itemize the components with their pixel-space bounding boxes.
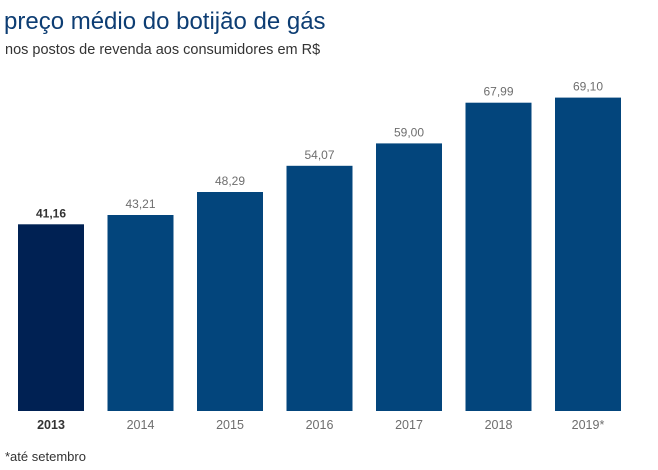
bar-2018: [465, 102, 532, 411]
category-label-2016: 2016: [306, 418, 334, 432]
category-label-2015: 2015: [216, 418, 244, 432]
footnote: *até setembro: [5, 449, 86, 464]
value-label-2014: 43,21: [125, 197, 155, 211]
value-label-2016: 54,07: [304, 148, 334, 162]
category-label-2013: 2013: [37, 418, 65, 432]
value-label-2019: 69,10: [573, 80, 603, 94]
bar-2019: [555, 97, 621, 411]
category-label-2018: 2018: [485, 418, 513, 432]
value-label-2017: 59,00: [394, 125, 424, 139]
category-label-2014: 2014: [127, 418, 155, 432]
bar-2016: [286, 165, 353, 411]
value-label-2015: 48,29: [215, 174, 245, 188]
bar-2013: [18, 224, 84, 411]
bar-2015: [197, 192, 263, 411]
category-label-2017: 2017: [395, 418, 423, 432]
chart-title: preço médio do botijão de gás: [4, 8, 326, 35]
bar-2014: [107, 215, 174, 411]
category-label-2019: 2019*: [572, 418, 605, 432]
bar-2017: [376, 143, 442, 411]
value-label-2013: 41,16: [36, 206, 66, 220]
value-label-2018: 67,99: [483, 85, 513, 99]
chart-subtitle: nos postos de revenda aos consumidores e…: [5, 42, 321, 58]
